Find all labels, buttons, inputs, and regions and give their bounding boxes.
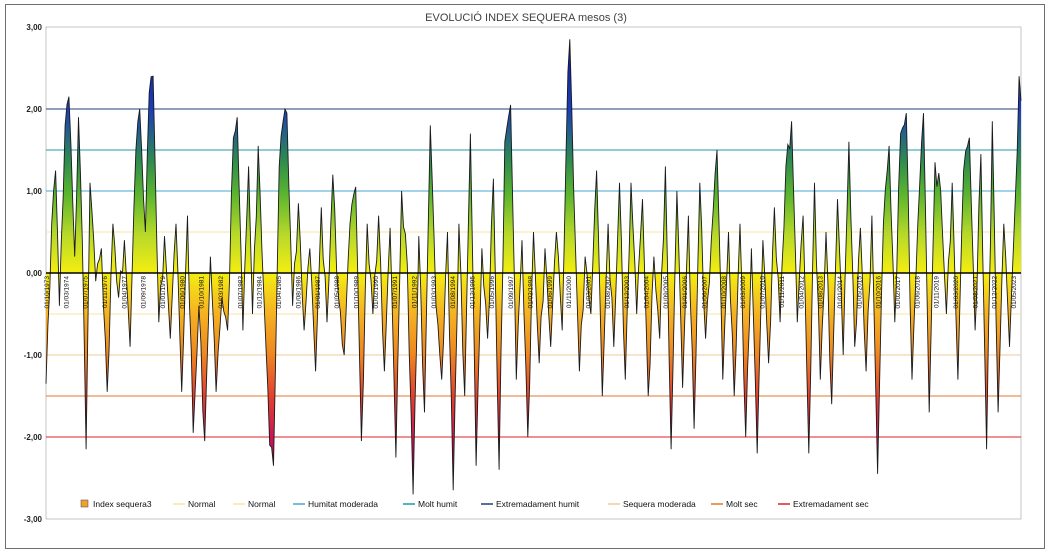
x-tick-label: 01/04/2004: [644, 276, 651, 309]
legend-label: Index sequera3: [93, 499, 152, 509]
legend-label: Normal: [188, 499, 216, 509]
x-tick-label: 01/01/2014: [837, 276, 844, 309]
legend-label: Extremadament humit: [496, 499, 580, 509]
index-line: [45, 39, 1022, 495]
chart-title: EVOLUCIÓ INDEX SEQUERA mesos (3): [425, 11, 627, 24]
y-axis: 3,00 2,00 1,00 0,00 -1,00 -2,00 -3,00: [24, 23, 43, 524]
x-tick-label: 01/10/2016: [876, 276, 883, 309]
x-tick-label: 01/06/1999: [547, 276, 554, 309]
legend-label: Extremadament sec: [793, 499, 869, 509]
x-tick-label: 01/02/2017: [895, 276, 902, 309]
x-tick-label: 01/09/1978: [141, 276, 148, 309]
x-tick-label: 01/07/1991: [392, 276, 399, 309]
x-tick-label: 01/08/2021: [972, 276, 979, 309]
x-tick-label: 01/08/2002: [605, 276, 612, 309]
x-tick-label: 01/01/1979: [160, 276, 167, 309]
x-tick-label: 01/10/1989: [353, 276, 360, 309]
x-tick-label: 01/07/1983: [237, 276, 244, 309]
x-tick-label: 01/08/1994: [450, 276, 457, 309]
drought-index-chart: EVOLUCIÓ INDEX SEQUERA mesos (3) 3,00 2,0…: [24, 11, 1022, 524]
x-tick-label: 01/06/2007: [702, 276, 709, 309]
x-tick-label: 01/01/1987: [315, 276, 322, 309]
x-tick-label: 01/07/2010: [760, 276, 767, 309]
x-tick-label: 01/12/2022: [992, 276, 999, 309]
index-area: [46, 39, 1021, 495]
legend-swatch: [80, 499, 89, 508]
y-tick-label: -3,00: [24, 515, 43, 524]
y-tick-label: -2,00: [24, 433, 43, 442]
x-tick-label: 01/07/1975: [83, 276, 90, 309]
x-tick-label: 01/04/1985: [276, 276, 283, 309]
y-tick-label: 0,00: [26, 269, 42, 278]
x-tick-label: 01/05/1996: [489, 276, 496, 309]
x-tick-label: 01/04/1977: [121, 276, 128, 309]
x-tick-label: 01/10/1973: [44, 276, 51, 309]
legend-label: Humitat moderada: [308, 499, 378, 509]
x-axis: 01/10/1973 01/03/1974 01/07/1975 01/11/1976…: [44, 276, 1018, 309]
legend: Index sequera3 Normal Normal Humitat modera…: [80, 499, 869, 509]
x-tick-label: 01/05/2015: [856, 276, 863, 309]
x-tick-label: 01/06/1980: [179, 276, 186, 309]
x-tick-label: 01/08/1986: [295, 276, 302, 309]
x-tick-label: 01/03/2009: [740, 276, 747, 309]
x-tick-label: 01/03/2001: [586, 276, 593, 309]
x-tick-label: 01/02/1990: [373, 276, 380, 309]
x-tick-label: 01/10/2008: [721, 276, 728, 309]
x-tick-label: 01/03/1974: [63, 276, 70, 309]
x-tick-label: 01/03/2020: [953, 276, 960, 309]
x-tick-label: 01/02/1998: [528, 276, 535, 309]
y-tick-label: 3,00: [26, 23, 42, 32]
y-tick-label: 2,00: [26, 105, 42, 114]
x-tick-label: 01/12/1995: [470, 276, 477, 309]
x-tick-label: 01/01/2006: [682, 276, 689, 309]
x-tick-label: 01/11/2000: [566, 276, 573, 308]
legend-label: Normal: [248, 499, 276, 509]
x-tick-label: 01/06/2018: [914, 276, 921, 309]
x-tick-label: 01/10/1981: [199, 276, 206, 309]
x-tick-label: 01/12/2003: [624, 276, 631, 309]
y-tick-label: -1,00: [24, 351, 43, 360]
x-tick-label: 01/05/1988: [334, 276, 341, 309]
x-tick-label: 01/09/2005: [663, 276, 670, 309]
x-tick-label: 01/11/1976: [102, 276, 109, 308]
x-tick-label: 01/03/1982: [218, 276, 225, 309]
x-tick-label: 01/11/2019: [934, 276, 941, 308]
x-tick-label: 01/08/2013: [818, 276, 825, 309]
x-tick-label: 01/09/1997: [508, 276, 515, 309]
legend-label: Molt sec: [726, 499, 758, 509]
chart-frame: EVOLUCIÓ INDEX SEQUERA mesos (3) 3,00 2,0…: [5, 4, 1045, 549]
x-tick-label: 01/11/1992: [412, 276, 419, 308]
x-tick-label: 01/12/1984: [257, 276, 264, 309]
x-tick-label: 01/11/2011: [779, 276, 786, 308]
legend-label: Molt humit: [418, 499, 458, 509]
index-area-series: [45, 39, 1022, 495]
y-tick-label: 1,00: [26, 187, 42, 196]
legend-label: Sequera moderada: [623, 499, 696, 509]
x-tick-label: 01/03/1993: [431, 276, 438, 309]
x-tick-label: 01/05/2023: [1011, 276, 1018, 309]
x-tick-label: 01/04/2012: [798, 276, 805, 309]
